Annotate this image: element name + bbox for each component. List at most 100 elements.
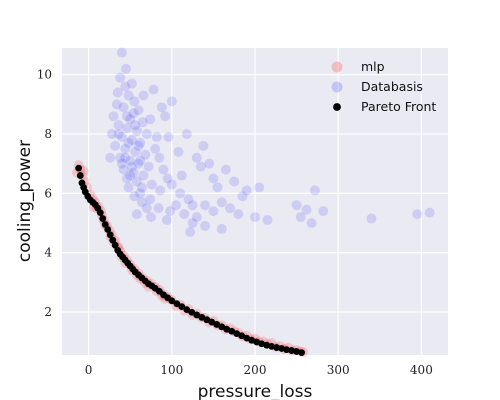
- data-point: [123, 137, 134, 148]
- data-point: [301, 204, 312, 215]
- legend-label: Databasis: [361, 79, 423, 94]
- data-point: [183, 194, 194, 205]
- data-points: [71, 47, 435, 358]
- data-point: [237, 191, 248, 202]
- data-point: [154, 152, 165, 163]
- data-point: [130, 146, 141, 157]
- data-point: [135, 188, 146, 199]
- data-point: [216, 197, 227, 208]
- data-point: [140, 149, 151, 160]
- data-point: [106, 129, 117, 140]
- data-point: [208, 206, 219, 217]
- x-tick-label: 0: [85, 363, 93, 377]
- data-point: [191, 212, 202, 223]
- data-point: [291, 200, 302, 211]
- data-point: [188, 308, 196, 316]
- data-point: [115, 152, 126, 163]
- data-point: [150, 143, 161, 154]
- data-point: [160, 111, 171, 122]
- data-point: [106, 231, 114, 239]
- data-point: [250, 212, 260, 223]
- legend-label: Pareto Front: [361, 99, 436, 114]
- data-point: [424, 207, 435, 218]
- data-point: [138, 90, 149, 101]
- data-point: [121, 173, 132, 184]
- x-tick-label: 300: [327, 363, 350, 377]
- data-point: [138, 170, 149, 181]
- data-point: [120, 152, 131, 163]
- data-point: [170, 200, 181, 211]
- data-point: [111, 241, 119, 249]
- data-point: [121, 63, 132, 74]
- data-point: [146, 179, 157, 190]
- data-point: [318, 206, 329, 217]
- data-point: [179, 209, 190, 220]
- x-tick-label: 200: [244, 363, 267, 377]
- legend-marker: [331, 61, 343, 73]
- data-point: [153, 203, 164, 214]
- data-point: [109, 236, 117, 244]
- data-point: [200, 220, 211, 231]
- data-point: [241, 185, 252, 196]
- data-point: [125, 155, 136, 166]
- data-point: [187, 200, 198, 211]
- y-tick-label: 6: [44, 186, 52, 200]
- data-point: [141, 129, 152, 140]
- data-point: [151, 131, 162, 142]
- data-point: [412, 209, 423, 220]
- data-point: [145, 114, 156, 125]
- data-point: [129, 191, 140, 202]
- data-point: [262, 215, 273, 226]
- data-point: [168, 297, 176, 305]
- data-point: [133, 105, 144, 116]
- x-tick-label: 400: [410, 363, 433, 377]
- series-databasis: [105, 47, 435, 237]
- data-point: [128, 167, 139, 178]
- data-point: [126, 134, 137, 145]
- data-point: [123, 182, 134, 193]
- data-point: [113, 120, 124, 131]
- data-point: [116, 47, 127, 58]
- data-point: [133, 140, 144, 151]
- data-point: [131, 209, 142, 220]
- data-point: [123, 90, 134, 101]
- data-point: [178, 303, 186, 311]
- data-point: [162, 173, 173, 184]
- data-point: [158, 164, 169, 175]
- data-point: [104, 226, 112, 233]
- data-point: [125, 170, 136, 181]
- data-point: [175, 188, 186, 199]
- x-tick-label: 100: [160, 363, 183, 377]
- data-point: [121, 123, 132, 134]
- legend-marker: [331, 81, 343, 93]
- data-point: [183, 306, 191, 314]
- x-tick-labels: 0 100 200 300 400: [85, 363, 433, 377]
- data-point: [163, 131, 174, 142]
- gridlines: [62, 48, 448, 355]
- data-point: [110, 140, 121, 151]
- data-point: [131, 126, 142, 137]
- data-point: [195, 161, 206, 172]
- data-point: [105, 152, 116, 163]
- data-point: [112, 87, 123, 98]
- data-point: [295, 212, 306, 223]
- data-point: [118, 164, 129, 175]
- data-point: [229, 176, 240, 187]
- data-point: [120, 81, 131, 92]
- legend-marker: [333, 103, 341, 111]
- data-point: [191, 152, 202, 163]
- data-point: [115, 72, 126, 83]
- data-point: [133, 158, 144, 169]
- data-point: [309, 185, 320, 196]
- data-point: [306, 218, 317, 229]
- data-point: [198, 140, 209, 151]
- data-point: [176, 170, 187, 181]
- data-point: [212, 182, 223, 193]
- y-tick-label: 8: [44, 127, 52, 141]
- data-point: [108, 111, 119, 122]
- data-point: [126, 161, 137, 172]
- data-point: [143, 161, 154, 172]
- series-pareto-front: [75, 164, 305, 357]
- data-point: [128, 108, 139, 119]
